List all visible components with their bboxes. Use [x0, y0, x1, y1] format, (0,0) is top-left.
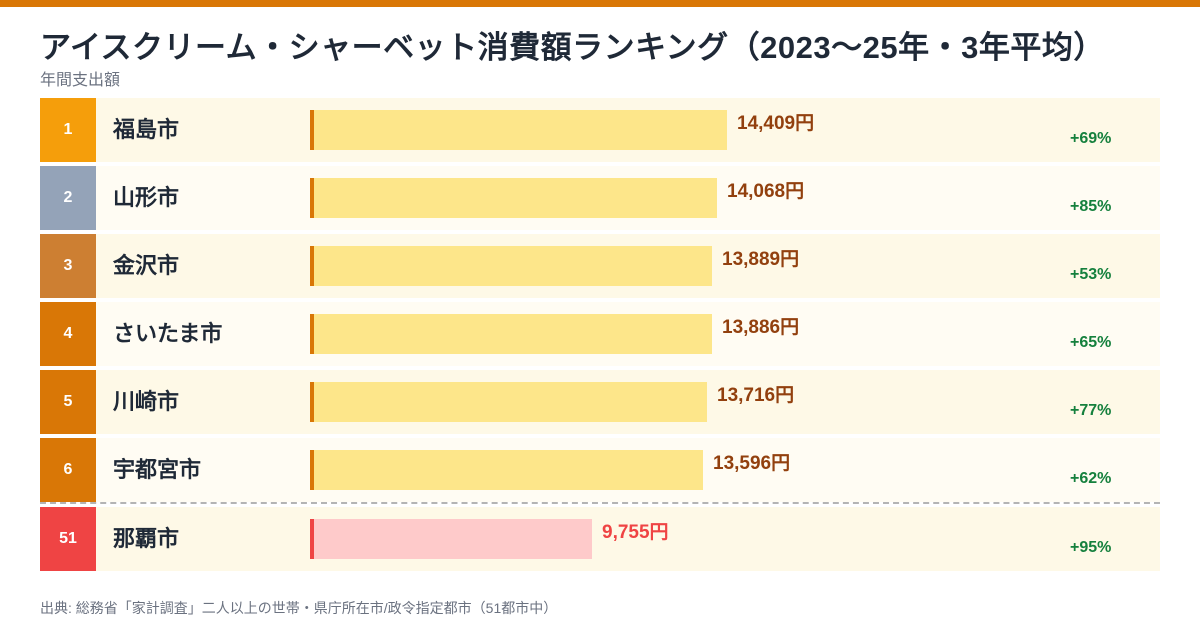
table-row: 6 宇都宮市 13,596円 +62%	[40, 438, 1160, 502]
city-label: 宇都宮市	[113, 457, 202, 482]
table-row: 51 那覇市 9,755円 +95%	[40, 507, 1160, 571]
bar-edge	[310, 519, 314, 559]
bar	[310, 382, 707, 422]
bar-edge	[310, 178, 314, 218]
table-row: 2 山形市 14,068円 +85%	[40, 166, 1160, 230]
rank-badge: 2	[40, 166, 96, 230]
rank-badge: 51	[40, 507, 96, 571]
bar-track	[310, 314, 830, 354]
bar	[310, 178, 717, 218]
change-label: +65%	[1070, 334, 1112, 351]
rank-badge: 3	[40, 234, 96, 298]
bar-edge	[310, 450, 314, 490]
bar-track	[310, 110, 830, 150]
bar-edge	[310, 246, 314, 286]
bar-track	[310, 519, 830, 559]
city-label: 福島市	[113, 117, 180, 142]
rank-badge: 4	[40, 302, 96, 366]
table-row: 1 福島市 14,409円 +69%	[40, 98, 1160, 162]
change-label: +62%	[1070, 470, 1112, 487]
row-background	[40, 507, 1160, 571]
city-label: 川崎市	[113, 389, 180, 414]
bar-edge	[310, 382, 314, 422]
value-label: 14,409円	[737, 113, 815, 134]
rank-badge: 5	[40, 370, 96, 434]
change-label: +53%	[1070, 266, 1112, 283]
change-label: +95%	[1070, 539, 1112, 556]
rank-badge: 1	[40, 98, 96, 162]
value-label: 14,068円	[727, 181, 805, 202]
change-label: +85%	[1070, 198, 1112, 215]
rank-badge: 6	[40, 438, 96, 502]
value-label: 9,755円	[602, 522, 669, 543]
rank-gap-divider	[40, 502, 1160, 504]
city-label: 山形市	[113, 185, 180, 210]
value-label: 13,596円	[713, 453, 791, 474]
bar	[310, 519, 592, 559]
chart-title: アイスクリーム・シャーベット消費額ランキング（2023〜25年・3年平均）	[40, 30, 1105, 65]
bar-edge	[310, 110, 314, 150]
bar-track	[310, 246, 830, 286]
change-label: +77%	[1070, 402, 1112, 419]
value-label: 13,886円	[722, 317, 800, 338]
change-label: +69%	[1070, 130, 1112, 147]
chart-subtitle: 年間支出額	[40, 72, 121, 89]
table-row: 3 金沢市 13,889円 +53%	[40, 234, 1160, 298]
value-label: 13,889円	[722, 249, 800, 270]
bar	[310, 246, 712, 286]
bar-track	[310, 178, 830, 218]
bar-track	[310, 382, 830, 422]
value-label: 13,716円	[717, 385, 795, 406]
top-accent-bar	[0, 0, 1200, 7]
city-label: 金沢市	[113, 253, 180, 278]
bar-edge	[310, 314, 314, 354]
bar-track	[310, 450, 830, 490]
source-note: 出典: 総務省「家計調査」二人以上の世帯・県庁所在市/政令指定都市（51都市中）	[40, 600, 558, 616]
bar	[310, 314, 712, 354]
table-row: 5 川崎市 13,716円 +77%	[40, 370, 1160, 434]
bar	[310, 110, 727, 150]
city-label: さいたま市	[113, 321, 223, 346]
city-label: 那覇市	[113, 526, 180, 551]
table-row: 4 さいたま市 13,886円 +65%	[40, 302, 1160, 366]
bar	[310, 450, 703, 490]
